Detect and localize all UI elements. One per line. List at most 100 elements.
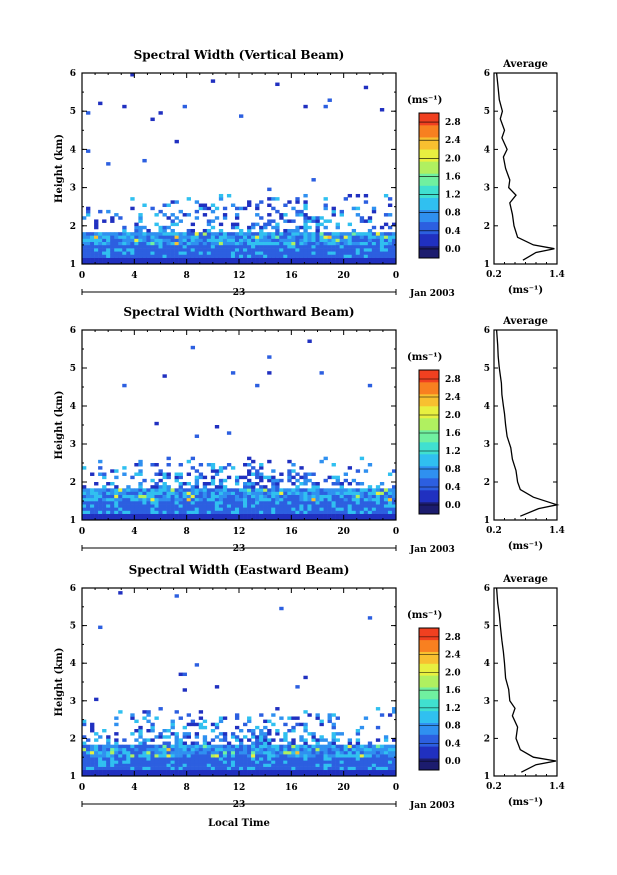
heatmap-cell [142, 741, 147, 745]
heatmap-cell [102, 747, 107, 752]
heatmap-cell [383, 491, 389, 495]
heatmap-cell [279, 213, 284, 217]
heatmap-cell [371, 494, 377, 499]
heatmap-cell [267, 772, 272, 777]
heatmap-cell [387, 513, 393, 518]
heatmap-cell [138, 513, 143, 518]
heatmap-cell [391, 251, 397, 255]
heatmap-cell [303, 766, 308, 771]
heatmap-cell [90, 769, 95, 774]
heatmap-cell [102, 488, 107, 492]
heatmap-cell [367, 497, 373, 502]
heatmap-cell [138, 725, 143, 730]
heatmap-cell [367, 507, 373, 511]
heatmap-cell [86, 235, 91, 239]
x-tick-label: 4 [131, 271, 137, 281]
heatmap-cell [122, 244, 127, 249]
heatmap-cell [275, 209, 280, 214]
heatmap-cell [255, 766, 260, 771]
heatmap-cell [287, 257, 292, 262]
heatmap-cell [355, 488, 361, 492]
heatmap-cell [279, 754, 284, 758]
heatmap-cell [166, 235, 171, 239]
heatmap-cell [291, 744, 296, 749]
heatmap-cell [379, 513, 385, 518]
heatmap-cell [138, 491, 143, 495]
heatmap-cell [86, 491, 91, 495]
heatmap-cell [371, 225, 377, 230]
heatmap-cell [351, 491, 357, 495]
heatmap-cell [174, 772, 179, 777]
heatmap-cell [98, 257, 103, 262]
heatmap-cell [315, 757, 320, 761]
heatmap-cell [315, 501, 320, 505]
heatmap-cell [363, 772, 369, 777]
heatmap-cell [299, 757, 304, 761]
heatmap-cell [222, 491, 228, 495]
heatmap-cell [150, 238, 155, 243]
heatmap-cell [251, 257, 256, 262]
heatmap-cell [202, 213, 208, 217]
heatmap-cell [359, 248, 365, 252]
heatmap-cell [118, 507, 123, 511]
heatmap-cell [162, 766, 167, 771]
heatmap-cell [239, 504, 244, 508]
heatmap-cell [343, 494, 348, 499]
heatmap-cell [170, 200, 175, 204]
heatmap-cell [174, 200, 179, 204]
heatmap-cell [182, 213, 187, 217]
heatmap-cell [315, 716, 320, 720]
heatmap-cell [359, 757, 365, 761]
heatmap-cell [210, 510, 216, 514]
heatmap-cell [166, 510, 171, 514]
heatmap-cell [222, 750, 228, 755]
heatmap-cell [295, 504, 300, 508]
heatmap-cell [182, 741, 187, 745]
heatmap-cell [323, 244, 328, 249]
heatmap-cell [94, 732, 99, 736]
heatmap-cell [154, 507, 159, 511]
heatmap-cell [94, 769, 99, 774]
heatmap-cell [82, 516, 87, 521]
heatmap-cell [339, 251, 344, 255]
heatmap-cell [263, 754, 268, 758]
heatmap-cell [367, 463, 373, 467]
heatmap-cell [311, 235, 316, 239]
heatmap-cell [234, 735, 240, 739]
heatmap-cell [271, 206, 276, 211]
heatmap-cell [94, 491, 99, 495]
heatmap-cell [247, 238, 252, 243]
heatmap-cell [271, 475, 276, 480]
heatmap-cell [178, 497, 183, 502]
heatmap-cell [110, 241, 115, 246]
heatmap-cell [355, 729, 361, 733]
heatmap-cell [363, 769, 369, 774]
heatmap-cell [275, 488, 280, 492]
heatmap-cell [170, 763, 175, 767]
heatmap-cell [198, 510, 204, 514]
heatmap-cell [359, 254, 365, 258]
heatmap-cell [226, 235, 232, 239]
heatmap-cell [291, 497, 296, 502]
heatmap-cell [279, 738, 284, 742]
heatmap-cell [287, 491, 292, 495]
heatmap-cell [247, 769, 252, 774]
heatmap-cell [102, 516, 107, 521]
heatmap-cell [162, 769, 167, 774]
x-tick-label: 0 [393, 527, 399, 537]
heatmap-cell [90, 232, 95, 236]
heatmap-cell [291, 760, 296, 764]
heatmap-cell [182, 760, 187, 764]
heatmap-cell [206, 228, 212, 233]
heatmap-cell [243, 260, 248, 265]
heatmap-cell [315, 238, 320, 243]
heatmap-cell [114, 213, 119, 217]
heatmap-cell [279, 494, 284, 499]
heatmap-cell [355, 754, 361, 758]
heatmap-cell [118, 769, 123, 774]
heatmap-cell [114, 494, 119, 499]
heatmap-cell [307, 248, 312, 252]
heatmap-cell [218, 504, 224, 508]
heatmap-cell [130, 491, 135, 495]
heatmap-cell [94, 754, 99, 758]
